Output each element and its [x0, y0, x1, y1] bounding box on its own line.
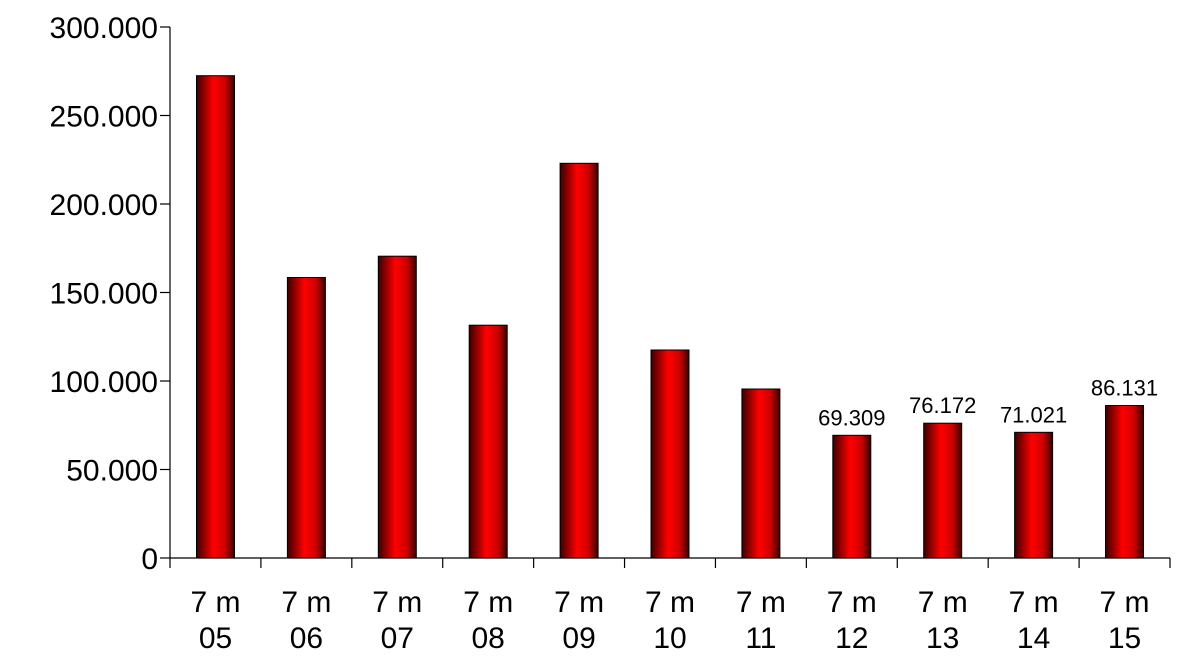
- x-tick-label-8: 7 m 13: [918, 586, 968, 655]
- x-tick-label-2: 7 m 07: [372, 586, 422, 655]
- bar-0: [196, 75, 235, 559]
- y-tick-label-6: 300.000: [50, 12, 158, 45]
- data-label-9: 71.021: [1000, 402, 1067, 427]
- y-tick-label-1: 50.000: [66, 455, 158, 488]
- x-tick-label-4: 7 m 09: [554, 586, 604, 655]
- bar-2: [377, 255, 417, 559]
- x-tick-label-3: 7 m 08: [463, 586, 513, 655]
- bar-1: [286, 277, 326, 559]
- y-tick-label-5: 250.000: [50, 101, 158, 134]
- x-tick-label-0: 7 m 05: [190, 586, 240, 655]
- bar-3: [468, 324, 508, 559]
- data-label-10: 86.131: [1091, 376, 1158, 401]
- x-tick-label-10: 7 m 15: [1099, 586, 1149, 655]
- bar-10: [1105, 405, 1144, 559]
- y-tick-label-0: 0: [141, 543, 158, 576]
- data-label-8: 76.172: [909, 393, 976, 418]
- y-tick-label-2: 100.000: [50, 366, 158, 399]
- axes: [160, 26, 1171, 568]
- bar-8: [923, 422, 963, 559]
- x-tick-label-5: 7 m 10: [645, 586, 695, 655]
- data-label-7: 69.309: [818, 405, 885, 430]
- bars: [196, 75, 1144, 559]
- bar-9: [1014, 431, 1054, 559]
- x-tick-label-1: 7 m 06: [281, 586, 331, 655]
- labels: 69.309 76.172 71.021 86.131 0 50.000 100.000 15…: [50, 12, 1159, 655]
- x-tick-label-9: 7 m 14: [1009, 586, 1059, 655]
- x-tick-label-7: 7 m 12: [827, 586, 877, 655]
- x-tick-label-6: 7 m 11: [736, 586, 786, 655]
- y-tick-label-3: 150.000: [50, 278, 158, 311]
- bar-7: [832, 434, 872, 559]
- bar-4: [559, 162, 599, 559]
- y-tick-label-4: 200.000: [50, 189, 158, 222]
- bar-5: [650, 349, 690, 559]
- bar-6: [741, 388, 781, 559]
